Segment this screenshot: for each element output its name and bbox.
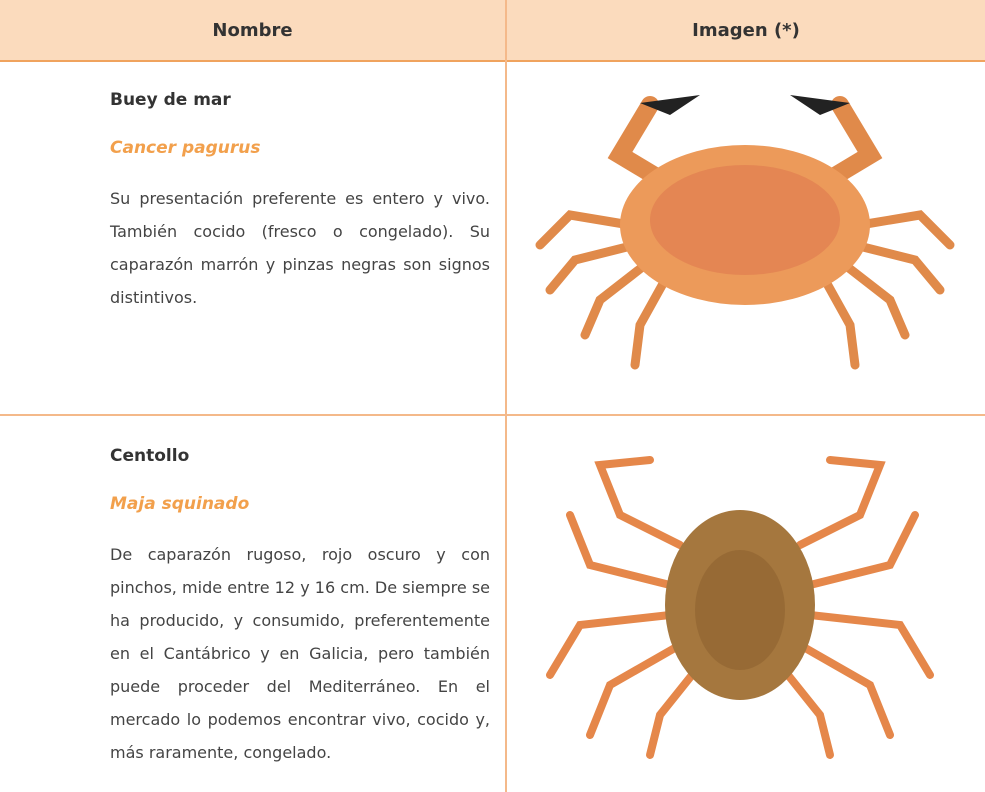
description: De caparazón rugoso, rojo oscuro y con p… [110, 545, 490, 762]
common-name: Buey de mar [110, 90, 231, 110]
description: Su presentación preferente es entero y v… [110, 189, 490, 307]
scientific-name: Maja squinado [110, 494, 250, 514]
row: Buey de mar Cancer pagurus Su presentaci… [110, 90, 490, 314]
common-name: Centollo [110, 446, 190, 466]
scientific-name: Cancer pagurus [110, 138, 261, 158]
table-header [0, 0, 985, 62]
header-cell: Imagen (*) [692, 20, 800, 41]
crab-image [535, 95, 955, 370]
crab-image [546, 456, 934, 759]
row: Centollo Maja squinado De caparazón rugo… [110, 446, 490, 769]
header-cell: Nombre [212, 20, 293, 41]
row-divider [0, 414, 985, 416]
column-divider [505, 0, 507, 792]
